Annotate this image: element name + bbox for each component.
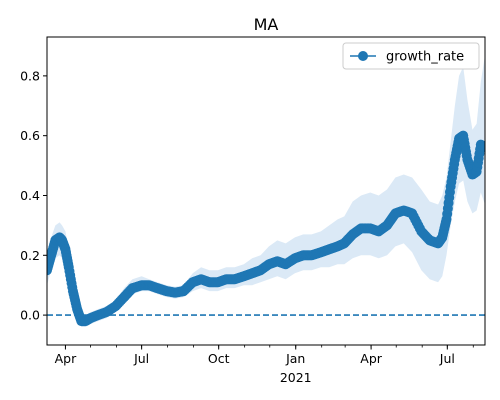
x-tick-label: Jul (439, 351, 455, 366)
chart-title: MA (254, 15, 279, 34)
x-tick-label: Jan (285, 351, 305, 366)
y-tick-label: 0.0 (20, 308, 40, 323)
confidence-band (47, 54, 485, 328)
x-tick-label: Apr (360, 351, 382, 366)
x-year-label: 2021 (280, 370, 312, 385)
x-tick-label: Jul (133, 351, 149, 366)
series-group (47, 54, 485, 328)
x-tick-label: Apr (55, 351, 77, 366)
legend: growth_rate (342, 42, 480, 70)
y-tick-label: 0.6 (20, 128, 40, 143)
plot-area: 0.0 0.2 0.4 0.6 0.8 Apr Jul Oct Jan Apr Jul 2021 (20, 36, 486, 385)
plot-frame (46, 36, 486, 346)
x-tick-label: Oct (208, 351, 230, 366)
y-tick-label: 0.8 (20, 68, 40, 83)
y-tick-label: 0.4 (20, 188, 40, 203)
legend-label: growth_rate (386, 50, 464, 65)
y-tick-label: 0.2 (20, 248, 40, 263)
legend-marker-sample (358, 51, 368, 61)
legend-box (342, 42, 480, 70)
data-point-marker (480, 142, 485, 153)
